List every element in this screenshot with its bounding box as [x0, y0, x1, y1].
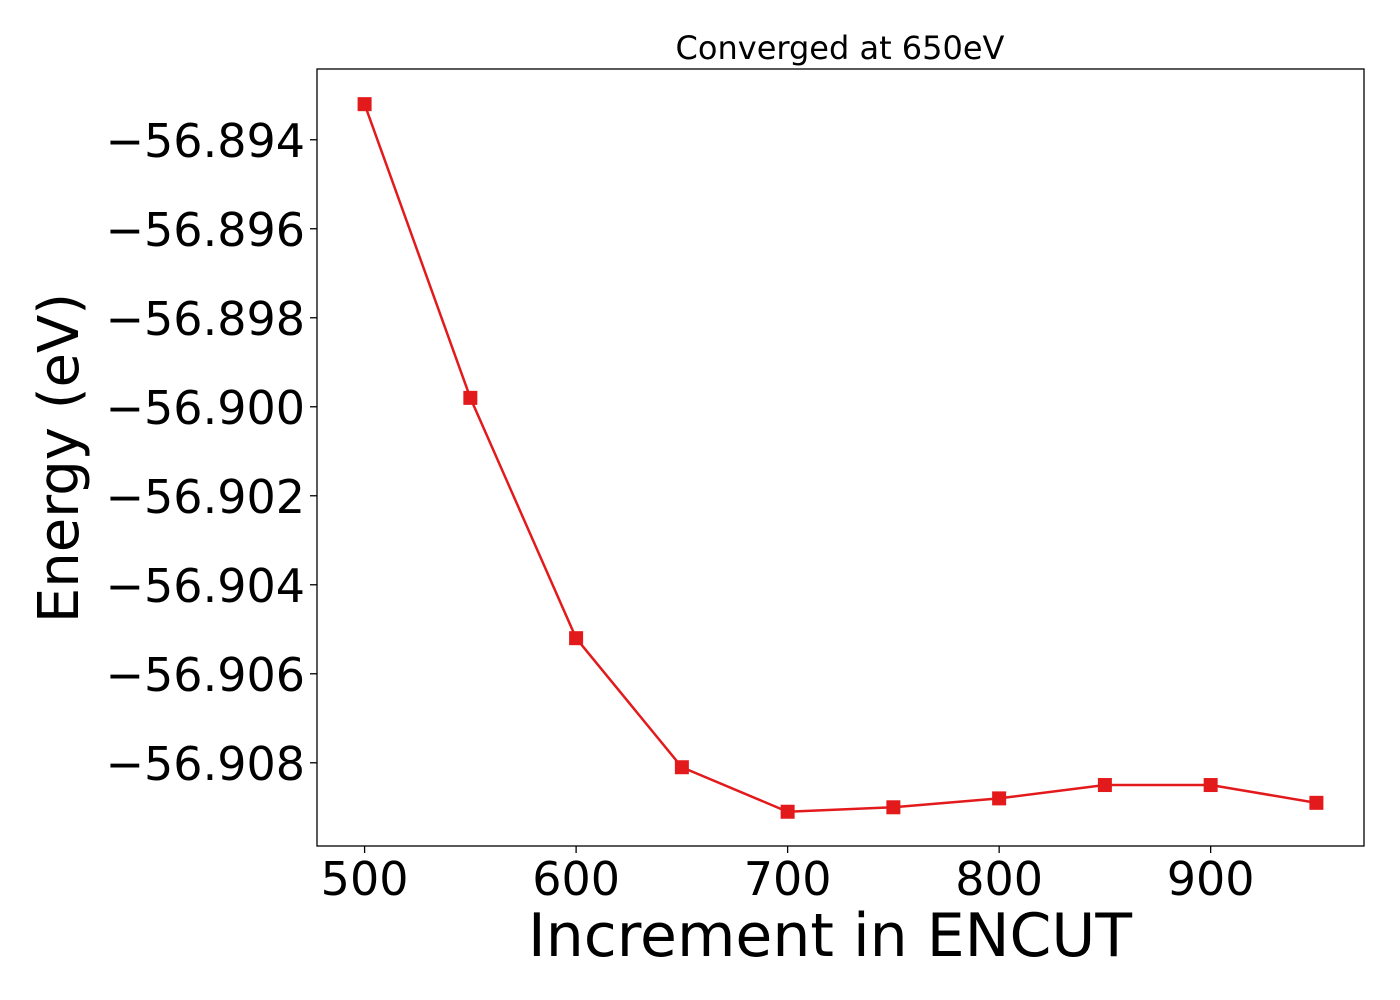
data-point-marker	[569, 631, 584, 646]
x-tick-label: 900	[1167, 852, 1255, 906]
y-axis-label: Energy (eV)	[27, 293, 92, 623]
y-tick-label: −56.894	[106, 114, 306, 168]
plot-area-frame	[316, 68, 1365, 847]
data-point-marker	[463, 390, 478, 405]
data-point-marker	[992, 791, 1007, 806]
x-axis-label: Increment in ENCUT	[528, 901, 1132, 971]
x-axis-ticks: 500 600 700 800 900	[321, 846, 1255, 906]
x-tick-label: 800	[955, 852, 1043, 906]
x-tick-label: 600	[532, 852, 620, 906]
series-line	[363, 103, 1317, 813]
data-point-marker	[780, 804, 795, 819]
y-tick-label: −56.898	[106, 292, 306, 346]
y-tick-label: −56.896	[106, 203, 306, 257]
data-point-marker	[1097, 778, 1112, 793]
data-point-marker	[357, 97, 372, 112]
x-tick-label: 500	[321, 852, 409, 906]
data-point-marker	[1309, 795, 1324, 810]
y-tick-label: −56.900	[106, 381, 306, 435]
x-tick-label: 700	[744, 852, 832, 906]
y-tick-label: −56.908	[106, 737, 306, 791]
data-series	[357, 97, 1324, 819]
data-point-marker	[674, 760, 689, 775]
chart-title: Converged at 650eV	[676, 29, 1005, 67]
y-tick-label: −56.904	[106, 559, 306, 613]
data-point-marker	[1203, 778, 1218, 793]
data-point-marker	[886, 800, 901, 815]
y-tick-label: −56.906	[106, 648, 306, 702]
y-axis-ticks: −56.894 −56.896 −56.898 −56.900 −56.902 −56.9…	[106, 114, 317, 791]
y-tick-label: −56.902	[106, 470, 306, 524]
